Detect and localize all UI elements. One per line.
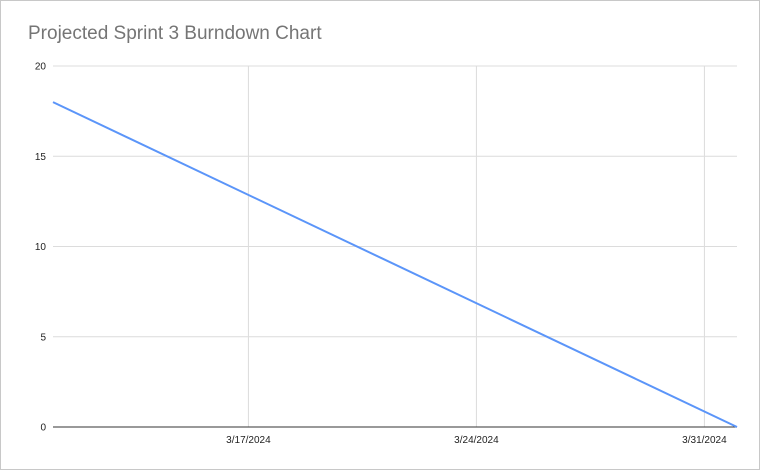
y-tick-label: 15 <box>35 152 47 163</box>
chart-title: Projected Sprint 3 Burndown Chart <box>28 23 322 44</box>
x-tick-label: 3/17/2024 <box>226 435 271 446</box>
y-tick-label: 0 <box>40 423 46 434</box>
series-line <box>52 101 738 428</box>
y-tick-label: 20 <box>35 62 47 73</box>
x-tick-label: 3/31/2024 <box>682 435 727 446</box>
x-tick-label: 3/24/2024 <box>454 435 499 446</box>
y-tick-label: 5 <box>40 332 46 343</box>
y-tick-label: 10 <box>35 242 47 253</box>
